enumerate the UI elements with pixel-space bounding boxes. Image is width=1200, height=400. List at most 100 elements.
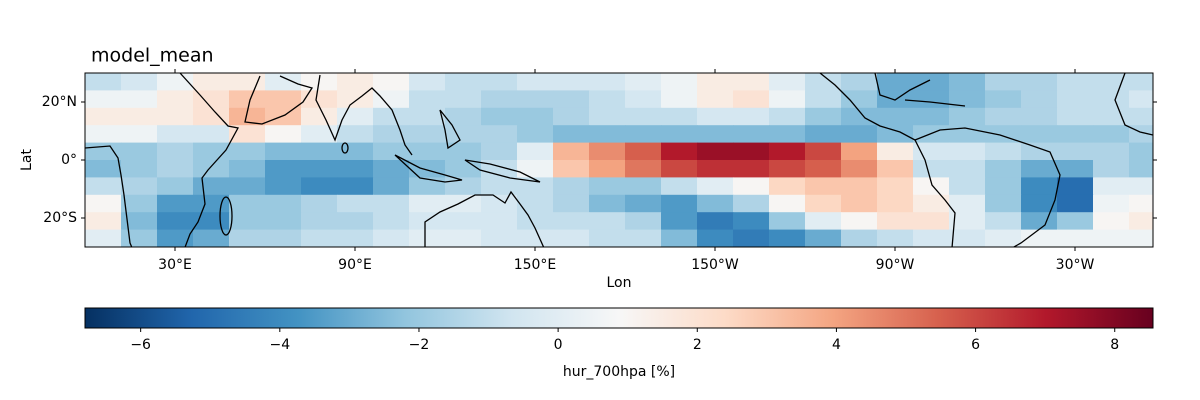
cell: [229, 142, 266, 161]
cell: [913, 229, 950, 247]
cell: [85, 125, 122, 144]
cell: [661, 212, 698, 231]
colorbar-tick-label: −2: [409, 337, 430, 353]
cell: [301, 90, 338, 109]
cell: [949, 229, 986, 247]
coastline: [914, 127, 1061, 247]
cell: [553, 160, 590, 178]
coastline: [439, 109, 461, 150]
cell: [769, 177, 806, 196]
cell: [85, 177, 122, 196]
cell: [1021, 125, 1058, 144]
cell: [517, 212, 554, 231]
cell: [553, 107, 590, 126]
cell: [805, 107, 842, 126]
coastline: [315, 74, 413, 156]
cell: [445, 125, 482, 144]
cell: [517, 229, 554, 247]
cell: [337, 73, 374, 91]
cell: [733, 73, 770, 91]
cell: [841, 194, 878, 213]
coastline: [244, 75, 314, 125]
cell: [841, 125, 878, 144]
cell: [661, 125, 698, 144]
cell: [409, 160, 446, 178]
cell: [481, 212, 518, 231]
cell: [913, 107, 950, 126]
cell: [373, 177, 410, 196]
cell: [769, 107, 806, 126]
cell: [337, 177, 374, 196]
cell: [157, 229, 194, 247]
cell: [265, 229, 302, 247]
cell: [661, 142, 698, 161]
y-axis-label: Lat: [19, 149, 35, 171]
cell: [1129, 107, 1153, 126]
cell: [481, 229, 518, 247]
cell: [841, 90, 878, 109]
cell: [661, 229, 698, 247]
cell: [373, 160, 410, 178]
cell: [805, 125, 842, 144]
cell: [445, 90, 482, 109]
cell: [301, 125, 338, 144]
cell: [121, 125, 158, 144]
cell: [625, 160, 662, 178]
cell: [697, 125, 734, 144]
cell: [1093, 194, 1130, 213]
cell: [157, 212, 194, 231]
cell: [589, 229, 626, 247]
cell: [409, 194, 446, 213]
cell: [445, 194, 482, 213]
cell: [337, 90, 374, 109]
cell: [841, 142, 878, 161]
cell: [1057, 194, 1094, 213]
cell: [229, 177, 266, 196]
cell: [409, 142, 446, 161]
coastline: [904, 99, 966, 107]
cell: [481, 142, 518, 161]
cell: [301, 142, 338, 161]
coastline: [424, 190, 545, 247]
cell: [841, 177, 878, 196]
cell: [1093, 212, 1130, 231]
cell: [229, 107, 266, 126]
cell: [589, 107, 626, 126]
cell: [373, 212, 410, 231]
cell: [517, 73, 554, 91]
cell: [877, 229, 914, 247]
colorbar: [84, 307, 1154, 329]
cell: [877, 142, 914, 161]
cell: [625, 142, 662, 161]
colorbar-tick-label: −6: [130, 337, 151, 353]
cell: [589, 160, 626, 178]
cell: [733, 177, 770, 196]
cell: [841, 212, 878, 231]
cell: [733, 107, 770, 126]
cell: [697, 194, 734, 213]
cell: [625, 229, 662, 247]
cell: [1021, 107, 1058, 126]
cell: [1129, 142, 1153, 161]
cell: [1057, 177, 1094, 196]
cell: [445, 107, 482, 126]
cell: [121, 194, 158, 213]
heatmap: [85, 73, 1153, 247]
cell: [589, 125, 626, 144]
cell: [625, 107, 662, 126]
cell: [1057, 73, 1094, 91]
x-tick-label: 150°W: [691, 257, 739, 273]
cell: [1093, 125, 1130, 144]
cell: [985, 212, 1022, 231]
cell: [553, 142, 590, 161]
cell: [85, 229, 122, 247]
cell: [337, 160, 374, 178]
cell: [1057, 125, 1094, 144]
cell: [661, 160, 698, 178]
cell: [841, 73, 878, 91]
cell: [409, 177, 446, 196]
cell: [949, 177, 986, 196]
cell: [1021, 194, 1058, 213]
cell: [769, 212, 806, 231]
